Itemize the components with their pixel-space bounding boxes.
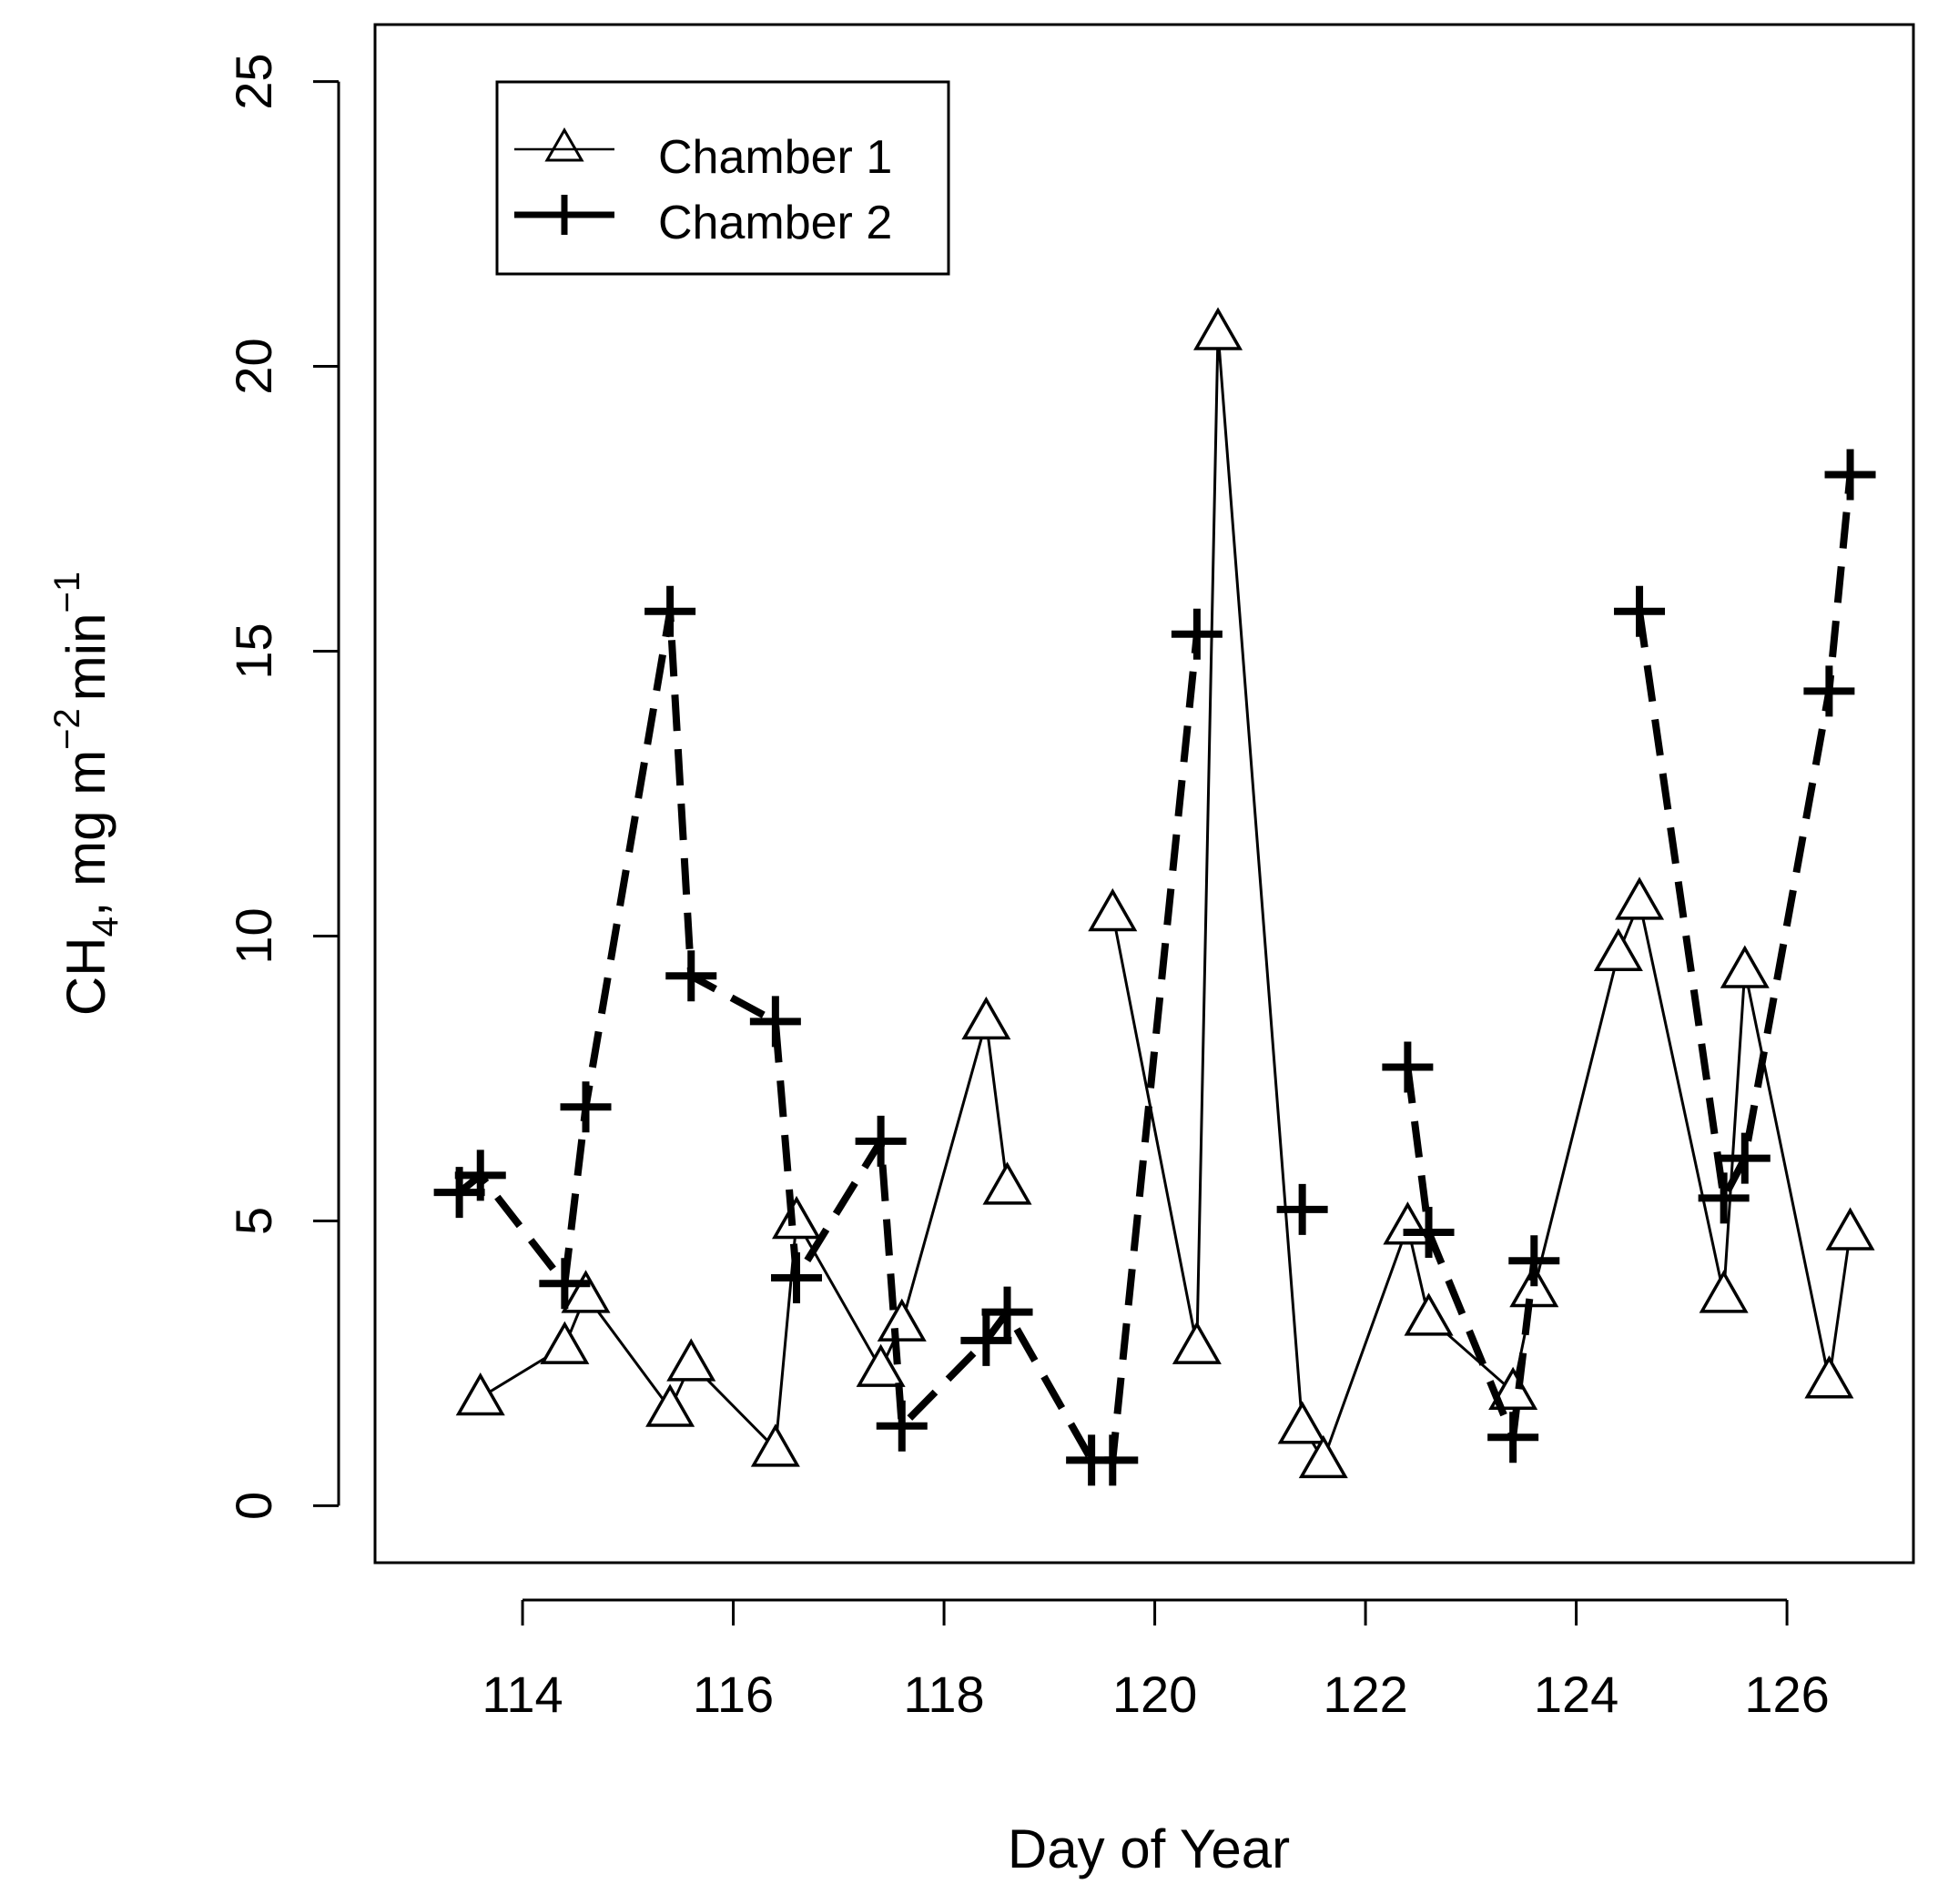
chamber-2-point (1508, 1235, 1560, 1287)
chamber-2-point (644, 585, 696, 637)
chamber-2-point (1614, 585, 1666, 637)
chamber-1-point (666, 1338, 716, 1382)
chamber-2-point (771, 1252, 823, 1304)
y-tick-label: 25 (225, 53, 282, 109)
x-tick-label: 120 (1112, 1666, 1197, 1723)
y-title-subscript: 4 (86, 917, 126, 937)
x-tick-label: 116 (693, 1666, 774, 1723)
chamber-1-point (1593, 927, 1643, 972)
y-title-units-mid: min (56, 613, 117, 702)
chamber-2-point (1803, 665, 1855, 717)
series-1 (455, 307, 1875, 1479)
chamber-2-point (1698, 1172, 1750, 1224)
chamber-2-line (1636, 474, 1854, 1210)
chamber-2-point (876, 1400, 928, 1452)
x-tick-label: 114 (482, 1666, 563, 1723)
chamber-2-point (960, 1314, 1012, 1366)
chamber-1-line (1111, 331, 1852, 1463)
y-tick-label: 15 (225, 623, 282, 679)
chamber-1-point (1088, 887, 1138, 932)
chamber-1-point (1404, 1292, 1454, 1336)
legend: Chamber 1 Chamber 2 (495, 80, 950, 276)
legend-triangle-marker (544, 127, 584, 162)
chamber-1-point (961, 996, 1011, 1040)
chamber-2-point (1171, 608, 1223, 660)
chamber-2-point (1824, 449, 1876, 501)
chamber-1-point (561, 1270, 611, 1313)
y-tick-label: 5 (225, 1207, 282, 1235)
y-tick-label: 20 (225, 338, 282, 394)
chamber-2-point (749, 996, 801, 1048)
legend-label-chamber-2: Chamber 2 (658, 197, 892, 249)
chamber-1-point (856, 1343, 906, 1387)
chamber-1-point (982, 1161, 1032, 1205)
chamber-2-point (1087, 1434, 1139, 1486)
y-title-superscript-2: −1 (47, 572, 87, 613)
chamber-2-point (1487, 1412, 1539, 1463)
chamber-2-point (855, 1115, 907, 1167)
chamber-1-point (1615, 876, 1665, 920)
chamber-1-point (1172, 1321, 1222, 1364)
chamber-2-point (1403, 1206, 1455, 1258)
y-axis: 0 5 10 15 20 25 (225, 53, 340, 1520)
chamber-1-point (1193, 307, 1243, 350)
chamber-1-point (1720, 945, 1770, 988)
chamber-1-point (1825, 1207, 1875, 1251)
x-tick-label: 126 (1744, 1666, 1829, 1723)
chamber-1-point (455, 1372, 505, 1416)
series-layer (433, 307, 1876, 1486)
y-title-units-prefix: , mg m (56, 750, 117, 917)
chamber-2-point (454, 1149, 506, 1201)
chamber-1-point (1298, 1434, 1348, 1479)
y-tick-label: 10 (225, 907, 282, 964)
series-2 (433, 449, 1876, 1486)
chamber-2-point (1276, 1183, 1328, 1235)
chamber-2-line (1404, 1066, 1538, 1453)
x-axis: 114 116 118 120 122 124 126 (482, 1598, 1830, 1723)
y-tick-label: 0 (225, 1492, 282, 1520)
x-tick-label: 118 (903, 1666, 984, 1723)
y-title-superscript-1: −2 (47, 708, 87, 750)
chamber-2-point (539, 1258, 591, 1310)
chamber-1-point (645, 1383, 695, 1427)
chamber-2-point (1382, 1041, 1434, 1093)
y-title-main: CH (56, 937, 117, 1016)
chamber-1-point (1509, 1264, 1559, 1308)
chamber-2-point (560, 1081, 612, 1133)
legend-label-chamber-1: Chamber 1 (658, 131, 892, 184)
x-tick-label: 122 (1323, 1666, 1407, 1723)
chamber-2-point (1719, 1132, 1771, 1184)
x-axis-title: Day of Year (1008, 1818, 1290, 1879)
plot-frame (373, 23, 1915, 1565)
chamber-1-point (1804, 1355, 1854, 1399)
x-tick-label: 124 (1534, 1666, 1618, 1723)
chamber-1-line (479, 1020, 1010, 1453)
chamber-2-point (665, 950, 717, 1002)
chamber-1-point (877, 1298, 927, 1342)
chamber-1-point (750, 1423, 800, 1467)
chamber-2-point (981, 1286, 1033, 1338)
chamber-1-point (1699, 1270, 1749, 1313)
chamber-1-point (1277, 1401, 1327, 1444)
y-axis-title: CH4, mg m−2 min−1 (47, 572, 126, 1016)
chamber-1-point (771, 1195, 822, 1240)
chamber-1-point (540, 1321, 590, 1364)
legend-box (495, 80, 950, 276)
